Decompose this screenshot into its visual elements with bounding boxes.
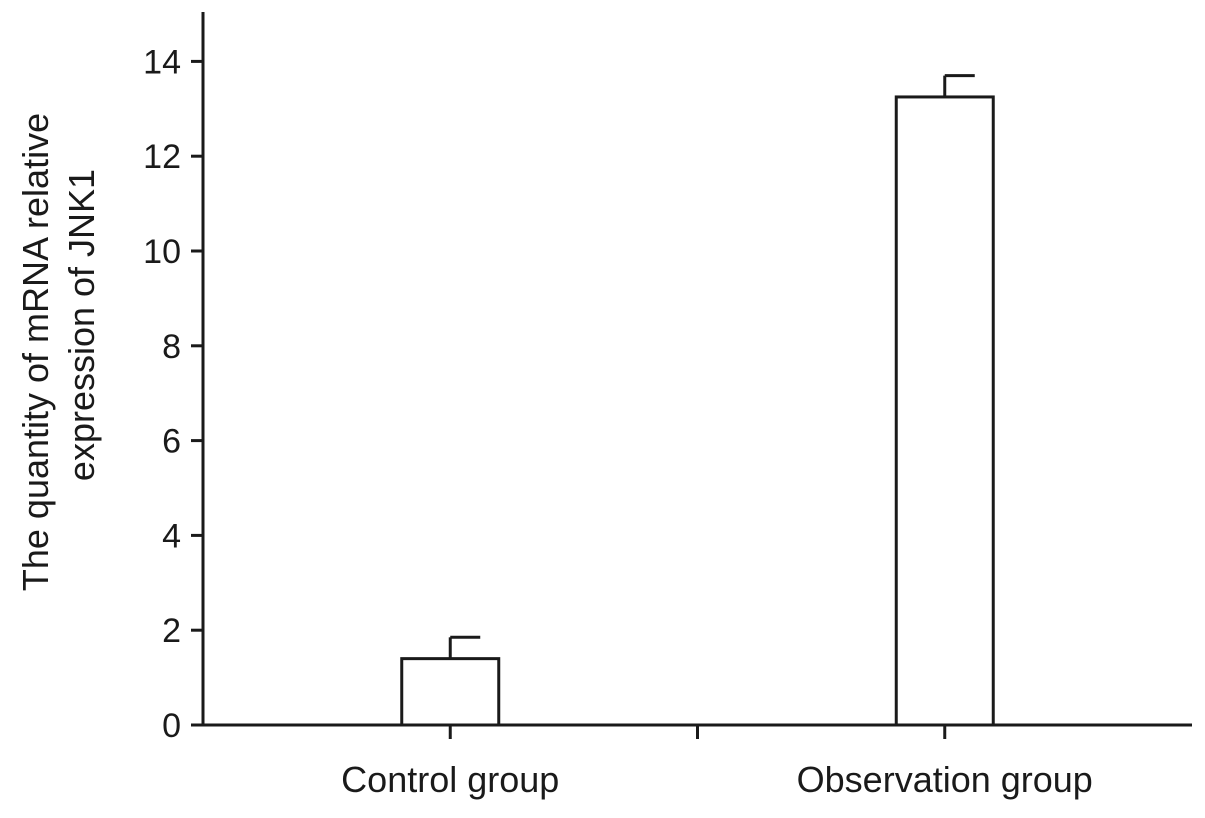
labels: 0 2 4 6 8 10 12 14 Control group Observation grou… <box>143 43 1093 800</box>
y-tick-label: 10 <box>143 233 181 271</box>
y-tick-label: 2 <box>162 612 181 650</box>
y-axis-title-line-1: The quantity of mRNA relative <box>15 113 56 591</box>
y-tick-label: 14 <box>143 43 181 81</box>
bars <box>400 74 995 727</box>
x-category-label: Control group <box>341 759 559 800</box>
y-tick-label: 8 <box>162 328 181 366</box>
x-category-label: Observation group <box>797 759 1093 800</box>
bar-observation-group <box>894 95 995 727</box>
y-tick-label: 12 <box>143 138 181 176</box>
y-tick-label: 4 <box>162 517 181 555</box>
y-axis-title-line-2: expression of JNK1 <box>61 169 102 481</box>
axes <box>191 12 1192 739</box>
y-tick-label: 6 <box>162 423 181 461</box>
y-tick-label: 0 <box>162 707 181 745</box>
bar-control-group <box>400 657 501 727</box>
